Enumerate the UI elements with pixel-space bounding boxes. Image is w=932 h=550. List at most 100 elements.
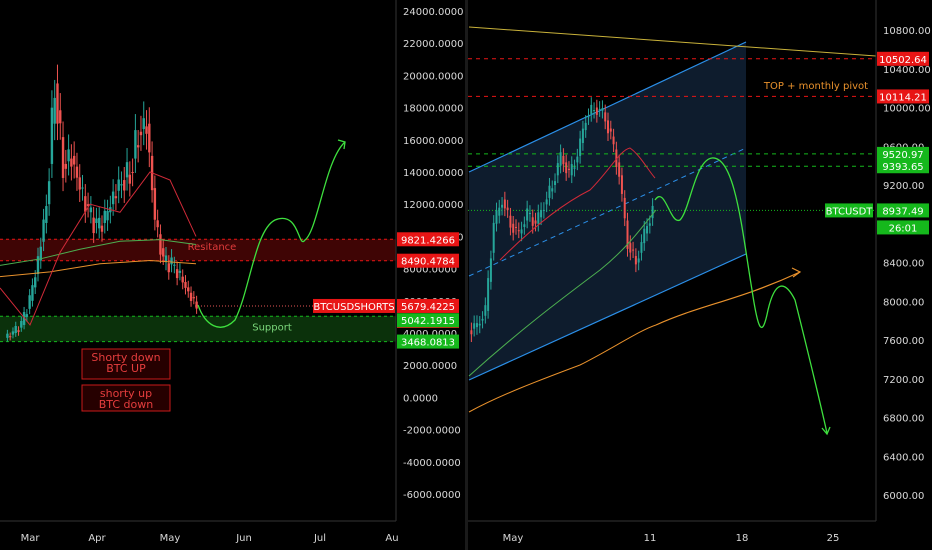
y-tick-label: 18000.0000 (403, 104, 463, 115)
candle-body (187, 287, 190, 292)
candle-body (540, 210, 543, 218)
candle-body (618, 162, 621, 177)
candle-body (651, 205, 654, 219)
candle-body (36, 256, 40, 274)
y-tick-label: 20000.0000 (403, 71, 463, 82)
y-tick-label: 7200.00 (883, 375, 924, 386)
candle-body (512, 223, 515, 233)
candle-body (72, 155, 76, 165)
candle-body (78, 177, 81, 190)
price-label: 26:01 (889, 223, 918, 234)
candle-body (184, 282, 187, 288)
candle-body (100, 225, 104, 232)
symbol-tag: BTCUSDSHORTS (313, 302, 394, 313)
candle-body (632, 249, 635, 251)
candle-body (576, 156, 579, 163)
candle-body (31, 285, 34, 301)
price-label: 5679.4225 (401, 302, 455, 313)
candle-body (648, 223, 651, 226)
candle-body (609, 128, 612, 132)
price-label: 10502.64 (879, 55, 927, 66)
candle-body (629, 243, 632, 253)
price-label: 3468.0813 (401, 338, 455, 349)
candle-body (615, 149, 618, 167)
candle-body (6, 333, 9, 338)
candle-body (47, 181, 51, 205)
channel-bottom-line (468, 253, 747, 381)
candle-body (595, 107, 598, 115)
candle-body (86, 204, 90, 206)
price-label-bg (397, 334, 459, 349)
x-tick-label: Jun (235, 533, 252, 544)
ma-orange-arrow (791, 267, 802, 278)
price-label: 8490.4784 (401, 257, 455, 268)
candle-body (162, 248, 165, 257)
candle-body (545, 199, 548, 205)
candle-body (17, 330, 20, 332)
candle-body (156, 220, 159, 228)
candle-body (481, 318, 484, 321)
x-tick-label: 18 (736, 533, 749, 544)
y-tick-label: 0.0000 (403, 393, 438, 404)
price-label: 10114.21 (879, 92, 927, 103)
candle-body (120, 184, 123, 186)
candle-body (567, 168, 570, 170)
x-tick-label: Jul (313, 533, 326, 544)
candle-body (640, 242, 643, 253)
candle-body (25, 314, 29, 317)
candle-body (170, 257, 173, 265)
candle-body (145, 126, 148, 134)
price-label-bg (877, 89, 929, 104)
y-tick-label: 8400.00 (883, 259, 924, 270)
candle-body (195, 301, 198, 309)
candle-body (584, 122, 587, 131)
projection-arrow (337, 139, 346, 150)
candle-body (604, 112, 607, 122)
projection-arrow-right (821, 426, 831, 436)
channel-fill (469, 42, 746, 380)
price-label-bg (877, 220, 929, 235)
candle-body (509, 215, 512, 228)
note-text: BTC down (99, 398, 154, 411)
candle-body (136, 145, 140, 148)
candle-body (11, 331, 15, 335)
candle-body (626, 220, 629, 249)
candle-body (167, 263, 170, 273)
candle-body (498, 207, 501, 216)
support-label: Support (252, 323, 292, 334)
candle-body (98, 217, 101, 229)
candle-body (20, 320, 23, 328)
channel-top-line (468, 41, 747, 173)
price-label: 5042.1915 (401, 316, 455, 327)
price-label-bg (877, 51, 929, 66)
candle-body (492, 222, 495, 253)
candle-body (181, 276, 184, 283)
candle-body (570, 164, 573, 176)
candle-body (534, 220, 537, 224)
candle-body (114, 196, 118, 199)
candle-body (620, 175, 623, 194)
symbol-tag: BTCUSDT (826, 206, 874, 217)
candle-body (92, 217, 95, 234)
candle-body (470, 330, 473, 335)
candle-body (34, 277, 37, 288)
y-tick-label: -4000.0000 (403, 458, 461, 469)
y-tick-label: 9200.00 (883, 181, 924, 192)
candle-body (142, 118, 145, 130)
price-label-bg (397, 232, 459, 247)
y-tick-label: 14000.0000 (403, 168, 463, 179)
candle-body (478, 323, 481, 326)
candle-body (178, 270, 182, 273)
candle-body (601, 108, 604, 111)
candle-body (506, 207, 509, 211)
resistance-label: Resitance (188, 242, 237, 253)
candle-body (551, 188, 554, 192)
pane-divider (465, 0, 468, 550)
ma-orange-line (0, 260, 197, 278)
note-text: shorty up (100, 387, 152, 400)
candle-body (70, 158, 73, 167)
symbol-tag-bg (313, 298, 395, 313)
y-tick-label: 4000.0000 (403, 329, 457, 340)
candle-body (28, 295, 31, 309)
